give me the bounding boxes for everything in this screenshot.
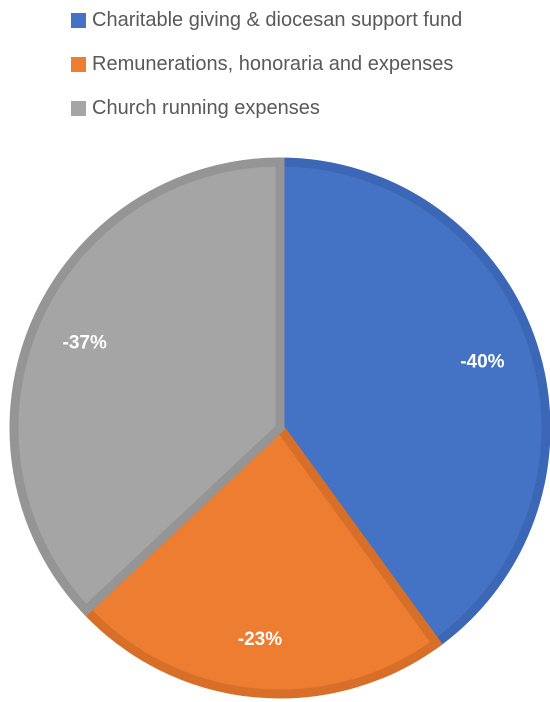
chart-legend: Charitable giving & diocesan support fun… <box>71 6 531 138</box>
legend-label-church-running-expenses: Church running expenses <box>92 97 320 119</box>
legend-swatch-church-running-expenses <box>71 100 86 116</box>
pie-slice-church-running-expenses <box>9 157 285 617</box>
data-label-church-running-expenses: -37% <box>63 333 107 354</box>
legend-swatch-remunerations <box>71 56 86 72</box>
legend-swatch-charitable-giving <box>71 12 86 28</box>
legend-label-charitable-giving: Charitable giving & diocesan support fun… <box>92 9 463 31</box>
legend-item-church-running-expenses: Church running expenses <box>71 94 531 122</box>
pie-slice-charitable-giving <box>275 157 550 650</box>
data-label-charitable-giving: -40% <box>460 351 504 372</box>
legend-label-remunerations: Remunerations, honoraria and expenses <box>92 53 454 75</box>
pie-slice-remunerations <box>79 421 443 699</box>
legend-item-charitable-giving: Charitable giving & diocesan support fun… <box>71 6 531 34</box>
data-label-remunerations: -23% <box>238 629 282 650</box>
legend-item-remunerations: Remunerations, honoraria and expenses <box>71 50 531 78</box>
